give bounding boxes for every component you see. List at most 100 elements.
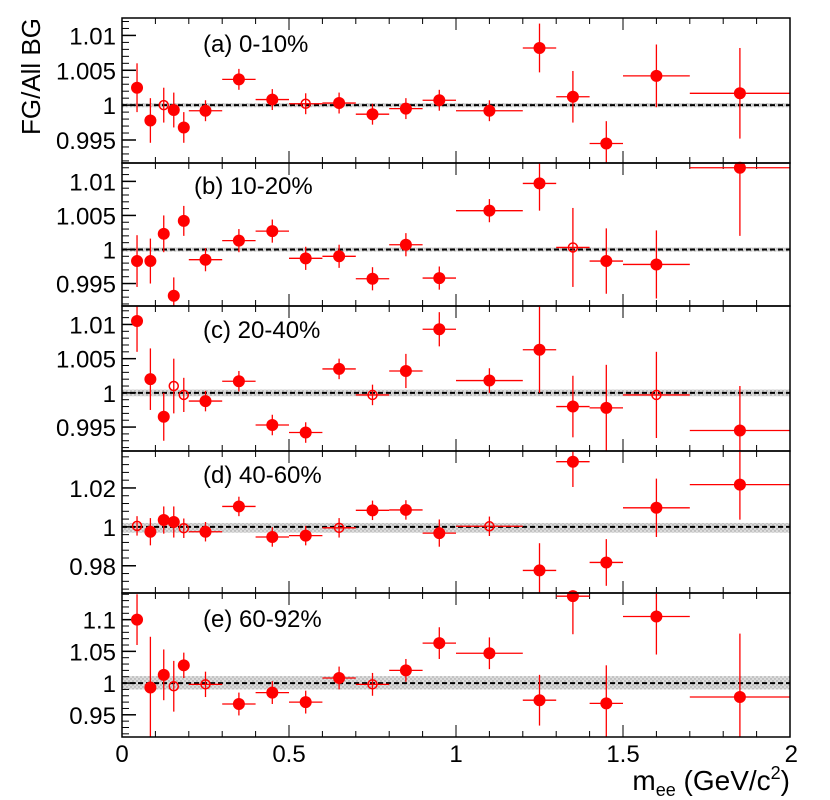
open-marker — [178, 522, 190, 534]
systematic-band — [122, 247, 790, 252]
data-point — [556, 590, 590, 635]
x-axis-title: mee (GeV/c2) — [632, 763, 790, 800]
open-marker — [200, 679, 211, 690]
data-point — [289, 690, 323, 714]
filled-marker — [366, 504, 379, 517]
panel-label: (d) 40-60% — [203, 462, 322, 489]
data-point — [589, 121, 623, 163]
data-point — [689, 47, 790, 139]
y-tick-label: 1.005 — [56, 347, 116, 374]
filled-marker — [333, 672, 346, 685]
open-marker — [168, 681, 180, 692]
data-point — [422, 312, 456, 347]
open-marker — [333, 522, 345, 534]
x-axis-title-subscript: ee — [656, 780, 676, 800]
data-point — [689, 386, 790, 451]
data-point — [157, 506, 170, 534]
filled-marker — [299, 252, 312, 265]
panel-c: 0.995 1 1.005 1.01 (c) 20-40% — [56, 305, 791, 452]
filled-marker — [199, 395, 212, 408]
y-tick-label: 1.1 — [83, 608, 116, 635]
x-axis-title-close: ) — [781, 765, 790, 796]
data-point — [556, 375, 590, 438]
data-point — [289, 93, 323, 115]
x-tick-label: 0 — [115, 741, 128, 768]
data-point — [556, 451, 590, 487]
data-point — [131, 235, 144, 287]
data-point — [389, 98, 423, 120]
x-tick-label: 1 — [449, 741, 462, 768]
y-tick-label: 1.01 — [69, 312, 116, 339]
panel-label: (b) 10-20% — [194, 173, 313, 200]
filled-marker — [733, 691, 746, 704]
filled-marker — [533, 41, 546, 54]
filled-marker — [566, 455, 579, 468]
y-tick-label: 1.01 — [69, 169, 116, 196]
systematic-band — [122, 389, 790, 397]
data-point — [167, 277, 180, 306]
data-point — [322, 518, 356, 538]
filled-marker — [299, 426, 312, 439]
data-point — [144, 518, 157, 546]
open-marker — [158, 99, 169, 111]
open-marker — [178, 389, 190, 401]
data-point — [623, 230, 690, 299]
filled-marker — [650, 258, 663, 271]
data-point — [456, 637, 523, 670]
data-point — [556, 70, 590, 123]
data-point — [222, 496, 256, 517]
filled-marker — [733, 161, 746, 174]
filled-marker — [399, 238, 412, 251]
y-tick-label: 0.995 — [56, 272, 116, 299]
y-tick-label: 1 — [103, 237, 116, 264]
data-point — [322, 244, 356, 268]
data-point — [589, 665, 623, 737]
data-point — [144, 348, 157, 410]
filled-marker — [232, 698, 245, 711]
filled-marker — [600, 697, 613, 710]
y-tick-label: 0.995 — [56, 128, 116, 155]
data-point — [589, 228, 623, 294]
filled-marker — [600, 255, 613, 268]
filled-marker — [232, 375, 245, 388]
data-point — [255, 414, 289, 436]
data-point — [144, 98, 157, 143]
filled-marker — [131, 255, 144, 268]
filled-marker — [533, 694, 546, 707]
data-point — [355, 103, 390, 125]
data-point — [522, 306, 557, 393]
filled-marker — [157, 227, 170, 240]
data-point — [168, 660, 180, 712]
data-point — [522, 543, 557, 593]
filled-marker — [157, 410, 170, 423]
open-marker — [484, 521, 495, 532]
filled-marker — [600, 137, 613, 150]
filled-marker — [232, 234, 245, 247]
data-point — [188, 100, 223, 122]
x-axis-title-main: m — [632, 765, 655, 796]
filled-marker — [157, 668, 170, 681]
x-tick-label: 2 — [785, 741, 798, 768]
data-point — [144, 636, 157, 737]
y-tick-label: 1.01 — [69, 23, 116, 50]
filled-marker — [433, 323, 446, 336]
data-point — [355, 384, 390, 406]
data-point — [255, 219, 289, 243]
open-marker — [367, 389, 378, 401]
filled-marker — [199, 253, 212, 266]
data-point — [131, 516, 143, 536]
panel-label: (a) 0-10% — [203, 31, 308, 58]
filled-marker — [433, 637, 446, 650]
data-point — [522, 163, 557, 211]
filled-marker — [533, 564, 546, 577]
filled-marker — [650, 501, 663, 514]
data-point — [389, 500, 423, 520]
data-point — [188, 671, 223, 698]
data-point — [222, 229, 256, 253]
data-point — [289, 525, 323, 546]
data-point — [157, 392, 170, 441]
y-tick-label: 1 — [103, 515, 116, 542]
filled-marker — [131, 613, 144, 626]
y-axis-title: FG/All BG — [16, 18, 46, 135]
filled-marker — [733, 478, 746, 491]
